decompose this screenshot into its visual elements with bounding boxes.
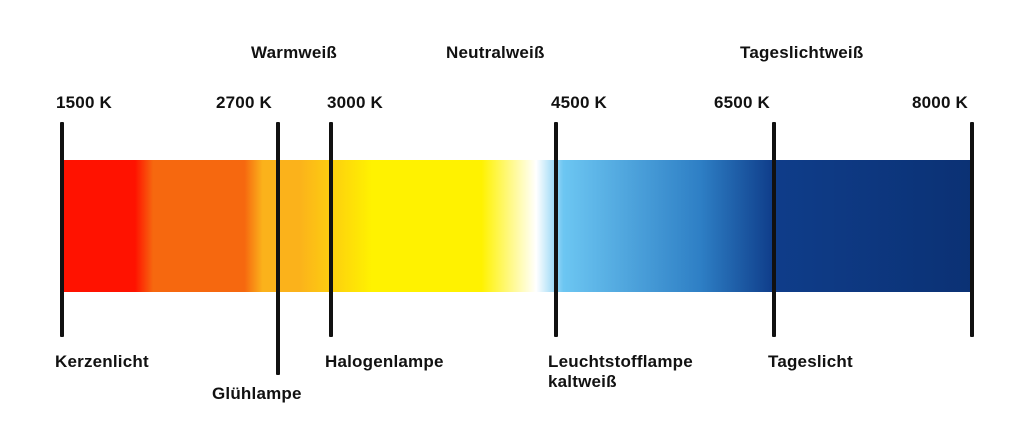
marker-1500k [60, 122, 64, 337]
kelvin-label-8000: 8000 K [912, 93, 969, 112]
source-tageslicht: Tageslicht [768, 352, 853, 371]
kelvin-label-1500: 1500 K [56, 93, 113, 112]
source-halogenlampe: Halogenlampe [325, 352, 444, 371]
category-tageslichtweiss: Tageslichtweiß [740, 43, 864, 62]
category-warmweiss: Warmweiß [251, 43, 337, 62]
kelvin-label-2700: 2700 K [216, 93, 273, 112]
source-gluehlampe: Glühlampe [212, 384, 302, 403]
kelvin-label-6500: 6500 K [714, 93, 771, 112]
marker-2700k [276, 122, 280, 375]
category-neutralweiss: Neutralweiß [446, 43, 545, 62]
kelvin-label-4500: 4500 K [551, 93, 608, 112]
marker-8000k [970, 122, 974, 337]
kelvin-label-3000: 3000 K [327, 93, 384, 112]
source-leuchtstofflampe-kaltweiss: kaltweiß [548, 372, 617, 391]
marker-4500k [554, 122, 558, 337]
color-temperature-spectrum [62, 160, 974, 292]
marker-6500k [772, 122, 776, 337]
source-kerzenlicht: Kerzenlicht [55, 352, 149, 371]
marker-3000k [329, 122, 333, 337]
source-leuchtstofflampe: Leuchtstofflampe [548, 352, 693, 371]
